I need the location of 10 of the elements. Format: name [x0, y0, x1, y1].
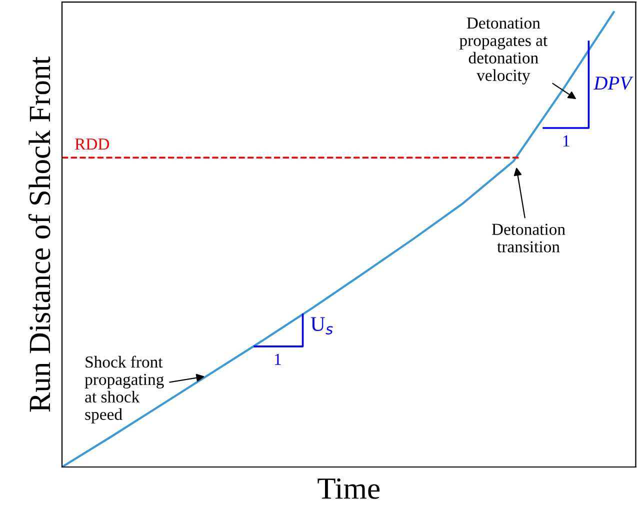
- x-axis-title: Time: [318, 478, 380, 499]
- annotation: 1: [563, 135, 570, 146]
- annotation: U$_{s}$: [310, 317, 333, 334]
- ref-line-label: RDD: [75, 138, 110, 150]
- annotation: Detonation propagates at detonation velocity: [459, 17, 548, 84]
- annotation: DPV: [593, 76, 634, 90]
- annotation: Shock front propagating at shock speed: [84, 356, 164, 424]
- annotation: Detonation transition: [492, 224, 566, 252]
- y-axis-title: Run Distance of Shock Front: [28, 56, 50, 412]
- annotation: 1: [274, 354, 281, 365]
